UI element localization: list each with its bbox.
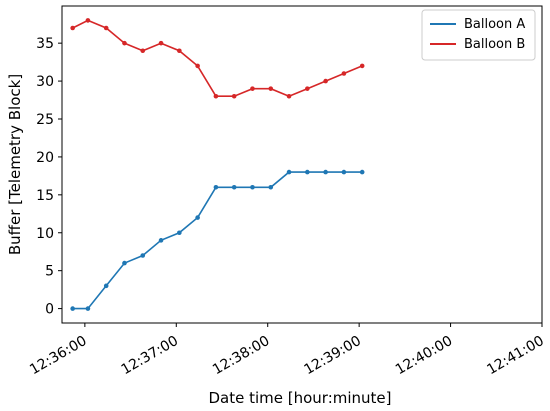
y-tick-label-7: 35 (36, 36, 54, 52)
data-point-0-11 (268, 184, 274, 190)
series-line-0 (72, 171, 363, 310)
x-tick-label-3: 12:39:00 (301, 333, 363, 378)
series-line-1 (72, 19, 363, 98)
y-tick-label-6: 30 (36, 74, 54, 90)
data-point-0-13 (305, 169, 310, 175)
data-point-1-16 (359, 63, 365, 69)
data-point-0-16 (359, 169, 365, 175)
y-tick-label-0: 0 (45, 302, 54, 318)
data-point-1-15 (341, 71, 347, 76)
data-point-1-4 (140, 48, 146, 54)
data-point-0-14 (323, 169, 328, 175)
x-tick-label-5: 12:41:00 (484, 333, 546, 378)
plot-area (70, 18, 365, 311)
data-point-1-10 (250, 86, 255, 91)
data-point-1-2 (103, 25, 109, 31)
data-point-1-0 (70, 25, 75, 31)
legend: Balloon A Balloon B (421, 9, 536, 61)
data-point-1-1 (85, 18, 91, 23)
y-tick-label-2: 10 (36, 226, 54, 242)
data-point-0-9 (231, 184, 237, 190)
legend-label-0: Balloon A (464, 17, 525, 32)
data-point-0-1 (85, 306, 91, 311)
data-point-0-3 (122, 260, 127, 266)
data-point-0-2 (103, 283, 109, 289)
legend-label-1: Balloon B (464, 37, 525, 52)
data-point-1-5 (158, 40, 164, 46)
data-point-0-12 (286, 169, 292, 175)
data-point-0-4 (140, 253, 146, 258)
y-tick-label-1: 5 (45, 264, 54, 280)
axes: 0 5 10 15 20 25 30 35 12:36:00 12:37:00 12:38:00 12… (27, 5, 547, 378)
data-point-1-7 (195, 63, 200, 69)
x-tick-label-4: 12:40:00 (393, 333, 455, 378)
data-point-1-13 (305, 86, 310, 91)
data-point-1-9 (231, 93, 237, 99)
data-point-0-0 (70, 306, 75, 311)
x-tick-label-0: 12:36:00 (27, 333, 89, 378)
x-tick-label-2: 12:38:00 (210, 333, 272, 378)
data-point-1-14 (323, 78, 328, 84)
y-tick-label-5: 25 (36, 112, 54, 128)
data-point-0-10 (250, 184, 255, 190)
x-axis-title: Date time [hour:minute] (208, 389, 391, 407)
data-point-1-11 (268, 86, 274, 91)
data-point-1-8 (213, 93, 219, 99)
data-point-0-7 (195, 215, 200, 220)
data-point-1-12 (286, 93, 292, 99)
legend-box (421, 9, 536, 61)
y-tick-label-3: 15 (36, 188, 54, 204)
y-axis-title: Buffer [Telemetry Block] (6, 74, 24, 255)
x-tick-label-1: 12:37:00 (119, 333, 181, 378)
data-point-0-8 (213, 184, 219, 190)
plot-frame (61, 5, 543, 324)
data-point-1-3 (122, 40, 127, 46)
data-point-0-15 (341, 169, 347, 175)
data-point-1-6 (177, 48, 182, 54)
data-point-0-5 (158, 238, 164, 243)
y-tick-label-4: 20 (36, 150, 54, 166)
data-point-0-6 (177, 230, 182, 236)
